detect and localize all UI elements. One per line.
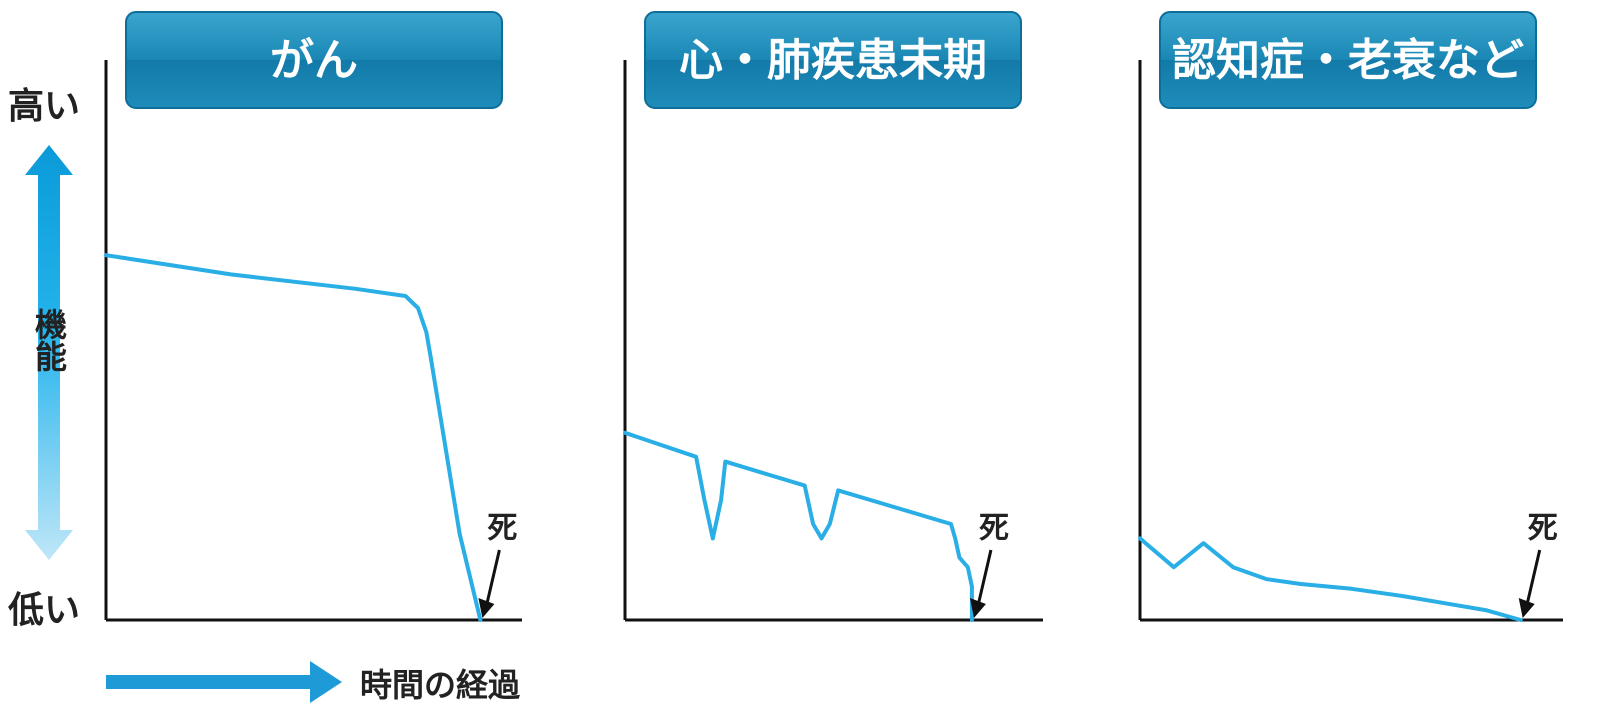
death-label: 死: [979, 511, 1009, 546]
panel-title-box: [1159, 11, 1537, 109]
death-pointer: [484, 549, 501, 607]
death-pointer: [1525, 549, 1542, 607]
y-axis-arrow: [25, 145, 73, 560]
function-curve: [623, 430, 974, 622]
panel-title: 認知症・老衰など: [1172, 35, 1524, 86]
y-high-label: 高い: [8, 86, 80, 127]
panel-title-box: [644, 11, 1022, 109]
death-pointer-head: [478, 598, 495, 618]
death-label: 死: [1528, 511, 1558, 546]
death-pointer-head: [969, 598, 986, 618]
panel-title: 心・肺疾患末期: [679, 35, 987, 86]
death-pointer: [976, 549, 993, 607]
chart-panel-1: がん死: [104, 11, 522, 622]
function-curve: [1138, 536, 1523, 622]
x-axis-arrow: [106, 661, 342, 703]
death-label: 死: [487, 511, 517, 546]
y-axis-label: 機能: [30, 308, 68, 372]
y-low-label: 低い: [8, 590, 80, 631]
x-axis-label: 時間の経過: [360, 666, 521, 704]
panel-title-box: [125, 11, 503, 109]
death-pointer-head: [1518, 598, 1535, 618]
function-curve: [104, 253, 483, 622]
panel-title: がん: [270, 35, 358, 86]
